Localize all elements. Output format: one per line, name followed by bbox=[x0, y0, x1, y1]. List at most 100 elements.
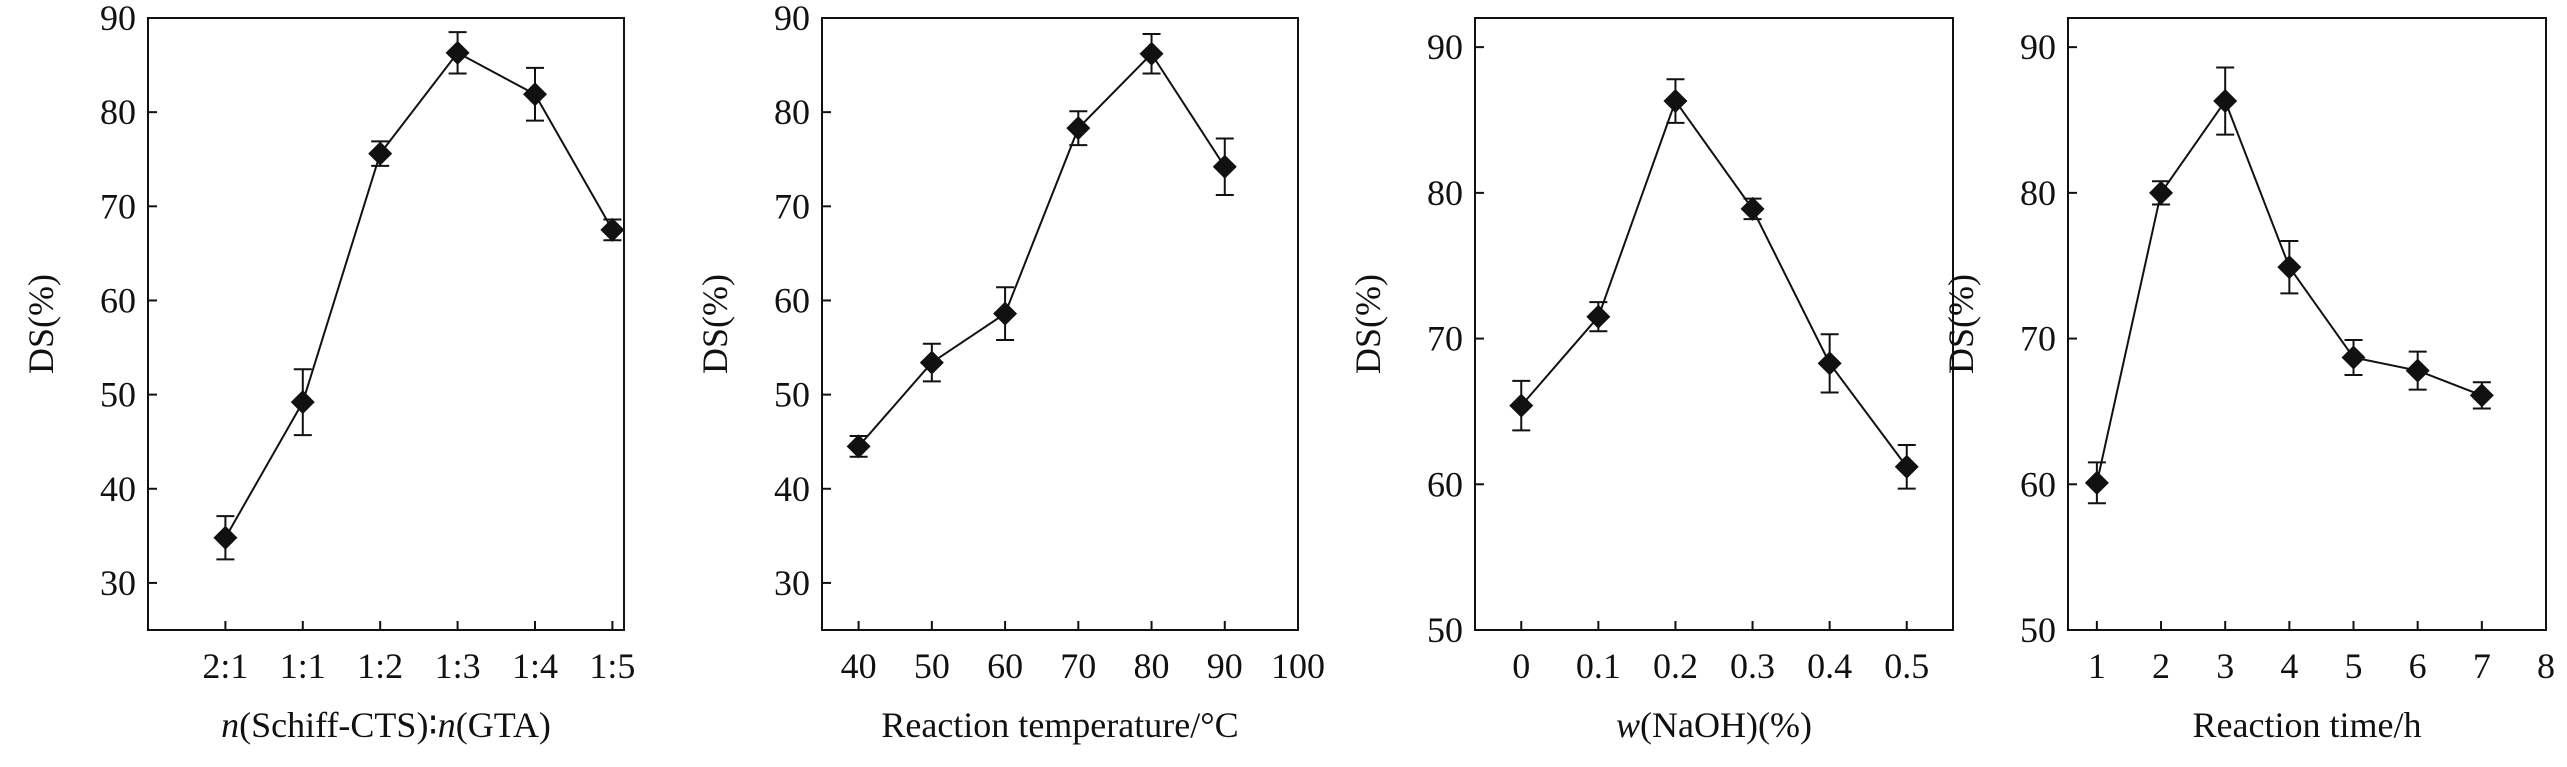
series-line bbox=[857, 52, 1226, 448]
plot-frame bbox=[2067, 17, 2547, 631]
x-axis-label-part: (NaOH)(%) bbox=[1640, 705, 1812, 745]
data-point bbox=[1817, 351, 1842, 376]
y-tick-label: 80 bbox=[774, 92, 810, 132]
data-point bbox=[919, 350, 944, 375]
data-point bbox=[846, 434, 871, 459]
y-tick-label: 30 bbox=[774, 563, 810, 603]
data-point bbox=[1066, 116, 1091, 141]
x-tick-label: 7 bbox=[2473, 646, 2491, 686]
data-point bbox=[2084, 470, 2109, 495]
data-point bbox=[445, 40, 470, 65]
plot-frame bbox=[1474, 17, 1954, 631]
data-point bbox=[2149, 180, 2174, 205]
chart-panel-2: 30 40 50 60 70 80 90 40 50 60 70 80 90 100 Reaction te… bbox=[695, 0, 1325, 745]
series-line bbox=[1520, 98, 1908, 468]
y-tick-label: 60 bbox=[2020, 464, 2056, 504]
chart-panel-1: 30 40 50 60 70 80 90 2:1 1:1 1:2 1:3 1:4 1:5 n(Schiff… bbox=[21, 0, 635, 745]
data-point bbox=[1894, 454, 1919, 479]
x-tick-label: 0.3 bbox=[1730, 646, 1775, 686]
y-tick-label: 50 bbox=[2020, 610, 2056, 650]
x-tick-label: 1:4 bbox=[512, 646, 558, 686]
x-tick-label: 0.4 bbox=[1807, 646, 1852, 686]
plot-frame bbox=[147, 17, 625, 631]
data-point bbox=[993, 301, 1018, 326]
x-axis-label-part: (GTA) bbox=[456, 705, 551, 745]
y-tick-label: 60 bbox=[1427, 464, 1463, 504]
plot-frame bbox=[821, 17, 1299, 631]
x-tick-label: 0 bbox=[1512, 646, 1530, 686]
data-point bbox=[600, 217, 625, 242]
y-axis-label: DS(%) bbox=[695, 274, 735, 374]
y-tick-label: 70 bbox=[2020, 319, 2056, 359]
data-point bbox=[368, 141, 393, 166]
data-point bbox=[2405, 358, 2430, 383]
y-tick-label: 70 bbox=[774, 186, 810, 226]
data-point bbox=[213, 525, 238, 550]
x-tick-label: 60 bbox=[987, 646, 1023, 686]
y-tick-label: 50 bbox=[100, 375, 136, 415]
x-axis-label-part: (Schiff-CTS)∶ bbox=[239, 705, 438, 745]
x-tick-label: 1:5 bbox=[589, 646, 635, 686]
x-tick-label: 5 bbox=[2345, 646, 2363, 686]
x-tick-label: 50 bbox=[914, 646, 950, 686]
x-tick-label: 70 bbox=[1060, 646, 1096, 686]
data-point bbox=[1740, 196, 1765, 221]
x-axis-label-part: n bbox=[221, 705, 239, 745]
x-tick-label: 80 bbox=[1134, 646, 1170, 686]
x-axis-label-part: w bbox=[1616, 705, 1640, 745]
data-point bbox=[1586, 304, 1611, 329]
x-tick-label: 90 bbox=[1207, 646, 1243, 686]
y-tick-label: 70 bbox=[100, 186, 136, 226]
data-point bbox=[1139, 41, 1164, 66]
y-tick-label: 60 bbox=[100, 280, 136, 320]
y-tick-label: 90 bbox=[1427, 27, 1463, 67]
chart-panel-3: 50 60 70 80 90 0 0.1 0.2 0.3 0.4 0.5 w(NaOH)(%) DS(%… bbox=[1348, 17, 1954, 745]
data-point bbox=[1212, 154, 1237, 179]
y-tick-label: 90 bbox=[100, 0, 136, 38]
x-axis-label: w(NaOH)(%) bbox=[1616, 705, 1812, 745]
data-point bbox=[290, 390, 315, 415]
x-tick-label: 100 bbox=[1271, 646, 1325, 686]
x-tick-label: 1:2 bbox=[357, 646, 403, 686]
x-tick-label: 0.2 bbox=[1653, 646, 1698, 686]
y-tick-label: 40 bbox=[100, 469, 136, 509]
data-point bbox=[2277, 255, 2302, 280]
y-axis-label: DS(%) bbox=[21, 274, 61, 374]
y-tick-label: 50 bbox=[774, 375, 810, 415]
x-tick-label: 2 bbox=[2152, 646, 2170, 686]
x-tick-label: 3 bbox=[2216, 646, 2234, 686]
y-tick-label: 70 bbox=[1427, 319, 1463, 359]
data-point bbox=[2341, 345, 2366, 370]
x-tick-label: 0.1 bbox=[1576, 646, 1621, 686]
y-tick-label: 40 bbox=[774, 469, 810, 509]
data-point bbox=[1509, 393, 1534, 418]
x-axis-label-part: Reaction time/h bbox=[2193, 705, 2422, 745]
y-tick-label: 80 bbox=[1427, 173, 1463, 213]
y-tick-label: 50 bbox=[1427, 610, 1463, 650]
x-axis-label: Reaction time/h bbox=[2193, 705, 2422, 745]
chart-panel-4: 50 60 70 80 90 1 2 3 4 5 6 7 8 Reaction time/h DS(%) bbox=[1941, 17, 2555, 745]
x-tick-label: 1:3 bbox=[435, 646, 481, 686]
y-axis-label: DS(%) bbox=[1941, 274, 1981, 374]
x-tick-label: 40 bbox=[841, 646, 877, 686]
y-axis-label: DS(%) bbox=[1348, 274, 1388, 374]
y-tick-label: 80 bbox=[2020, 173, 2056, 213]
data-point bbox=[522, 82, 547, 107]
y-tick-label: 30 bbox=[100, 563, 136, 603]
x-tick-label: 1:1 bbox=[280, 646, 326, 686]
y-tick-label: 80 bbox=[100, 92, 136, 132]
x-tick-label: 4 bbox=[2280, 646, 2298, 686]
y-tick-label: 90 bbox=[774, 0, 810, 38]
series-line bbox=[224, 51, 614, 539]
x-tick-label: 0.5 bbox=[1884, 646, 1929, 686]
data-point bbox=[1663, 89, 1688, 114]
x-axis-label: Reaction temperature/°C bbox=[881, 705, 1238, 745]
x-tick-label: 8 bbox=[2537, 646, 2555, 686]
x-axis-label: n(Schiff-CTS)∶n(GTA) bbox=[221, 705, 551, 745]
data-point bbox=[2469, 383, 2494, 408]
y-tick-label: 90 bbox=[2020, 27, 2056, 67]
x-tick-label: 6 bbox=[2409, 646, 2427, 686]
x-tick-label: 2:1 bbox=[202, 646, 248, 686]
y-tick-label: 60 bbox=[774, 280, 810, 320]
